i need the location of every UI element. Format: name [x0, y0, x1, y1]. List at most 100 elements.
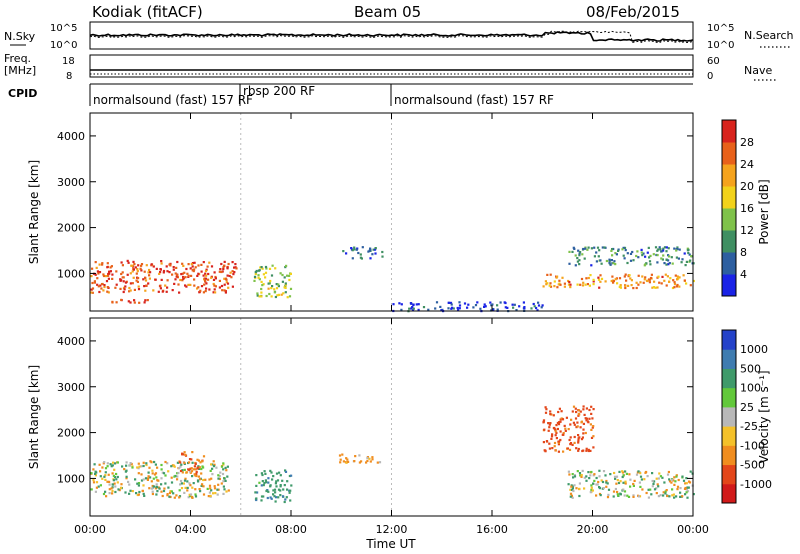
data-point — [263, 470, 266, 473]
nsearch-series-line — [89, 30, 694, 44]
data-point — [289, 499, 292, 502]
data-point — [684, 264, 687, 267]
data-point — [597, 276, 600, 279]
freq-tick-low: 8 — [66, 71, 72, 82]
nave-label: Nave — [744, 64, 772, 77]
data-point — [371, 458, 374, 461]
data-point — [177, 283, 180, 286]
nsky-tick-low: 10^0 — [50, 40, 77, 51]
data-point — [458, 304, 462, 307]
data-point — [599, 274, 602, 277]
data-point — [574, 417, 578, 420]
data-point — [210, 265, 214, 268]
data-point — [219, 268, 222, 271]
colorbar-segment — [722, 368, 736, 389]
data-point — [678, 285, 681, 288]
data-point — [580, 277, 584, 281]
data-point — [114, 490, 117, 494]
data-point — [196, 467, 199, 470]
data-point — [574, 264, 577, 267]
data-point — [346, 458, 349, 461]
data-point — [91, 281, 94, 285]
data-point — [632, 495, 635, 498]
data-point — [275, 283, 278, 286]
data-point — [279, 494, 282, 497]
data-point — [142, 461, 145, 464]
data-point — [99, 284, 102, 287]
data-point — [193, 268, 196, 271]
data-point — [97, 485, 100, 488]
data-point — [218, 279, 221, 282]
data-point — [625, 472, 628, 475]
data-point — [125, 475, 128, 478]
data-point — [131, 466, 134, 469]
data-point — [575, 487, 578, 490]
data-point — [223, 283, 226, 286]
data-point — [197, 286, 200, 289]
data-point — [273, 288, 276, 291]
data-point — [179, 469, 183, 473]
data-point — [614, 278, 617, 281]
data-point — [143, 301, 146, 304]
data-point — [570, 485, 573, 488]
data-point — [199, 490, 202, 493]
data-point — [197, 264, 200, 267]
data-point — [178, 467, 181, 470]
data-point — [489, 301, 492, 304]
data-point — [586, 420, 589, 423]
freq-label: Freq. — [4, 52, 31, 65]
data-point — [125, 477, 128, 480]
data-point — [645, 262, 648, 265]
data-point — [590, 428, 593, 431]
data-point — [257, 269, 260, 272]
data-point — [585, 407, 588, 410]
data-point — [214, 275, 217, 279]
data-point — [107, 473, 110, 476]
data-point — [157, 479, 160, 482]
data-point — [172, 464, 175, 467]
data-point — [260, 291, 263, 294]
data-point — [604, 474, 607, 477]
data-point — [220, 284, 224, 288]
time-x-axis: 00:00 04:00 08:00 12:00 16:00 20:00 00:00 — [74, 113, 709, 536]
data-point — [117, 488, 120, 491]
data-point — [192, 270, 195, 273]
data-point — [140, 269, 143, 272]
data-point — [111, 300, 114, 303]
data-point — [149, 476, 152, 479]
data-point — [253, 279, 256, 282]
data-point — [129, 301, 132, 304]
data-point — [553, 445, 556, 448]
data-point — [118, 489, 121, 492]
data-point — [270, 295, 273, 298]
data-point — [369, 460, 372, 463]
data-point — [194, 462, 197, 466]
data-point — [621, 471, 625, 474]
data-point — [553, 285, 556, 288]
data-point — [196, 274, 199, 277]
data-point — [201, 460, 204, 463]
data-point — [105, 275, 108, 278]
data-point — [600, 277, 604, 280]
data-point — [575, 447, 578, 450]
data-point — [119, 287, 122, 290]
data-point — [618, 277, 622, 280]
data-point — [666, 494, 669, 498]
date-title: 08/Feb/2015 — [586, 3, 680, 21]
colorbar-tick-label: 16 — [740, 202, 754, 215]
data-point — [583, 476, 586, 479]
data-point — [637, 495, 640, 498]
data-point — [632, 494, 635, 497]
data-point — [277, 293, 281, 296]
data-point — [586, 283, 589, 286]
data-point — [198, 478, 202, 481]
data-point — [107, 277, 110, 280]
data-point — [597, 255, 600, 258]
data-point — [637, 470, 640, 473]
data-point — [411, 306, 414, 309]
data-point — [503, 301, 506, 304]
data-point — [357, 251, 360, 255]
data-point — [619, 492, 622, 495]
data-point — [547, 422, 550, 425]
summary-panel-frame — [89, 21, 694, 50]
